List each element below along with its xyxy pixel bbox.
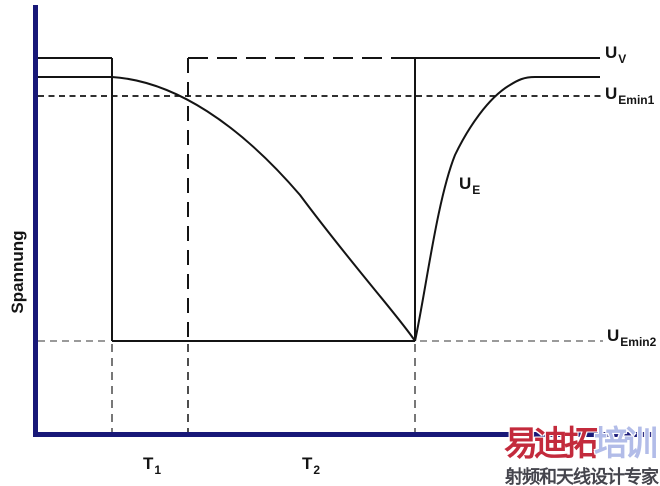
ue-label-sub: E bbox=[472, 183, 481, 197]
uemin2-label-sub: Emin2 bbox=[620, 335, 657, 349]
t2-label: T2 bbox=[302, 454, 320, 476]
uemin1-label: UEmin1 bbox=[605, 84, 654, 106]
t1-label: T1 bbox=[143, 454, 161, 476]
uv-label-base: U bbox=[605, 43, 618, 62]
ue-label-base: U bbox=[459, 174, 472, 193]
watermark-title-red: 易迪拓 bbox=[504, 425, 598, 463]
watermark-title: 易迪拓培训 bbox=[504, 425, 658, 463]
ue-label: UE bbox=[459, 174, 480, 196]
y-axis-label: Spannung bbox=[8, 230, 27, 314]
uemin1-label-base: U bbox=[605, 84, 618, 103]
t1-label-base: T bbox=[143, 454, 154, 473]
t1-label-sub: 1 bbox=[154, 463, 162, 477]
t2-label-base: T bbox=[302, 454, 313, 473]
t2-label-sub: 2 bbox=[313, 463, 321, 477]
uemin2-label-base: U bbox=[607, 326, 620, 345]
ue-fall-curve bbox=[111, 76, 416, 342]
uemin1-label-sub: Emin1 bbox=[618, 93, 655, 107]
ue-rise-curve bbox=[414, 76, 600, 342]
uv-label-sub: V bbox=[618, 52, 627, 66]
uv-label: UV bbox=[605, 43, 626, 65]
uemin2-label: UEmin2 bbox=[607, 326, 656, 348]
watermark-title-blue: 培训 bbox=[594, 425, 658, 463]
watermark-subtitle: 射频和天线设计专家 bbox=[505, 467, 659, 486]
